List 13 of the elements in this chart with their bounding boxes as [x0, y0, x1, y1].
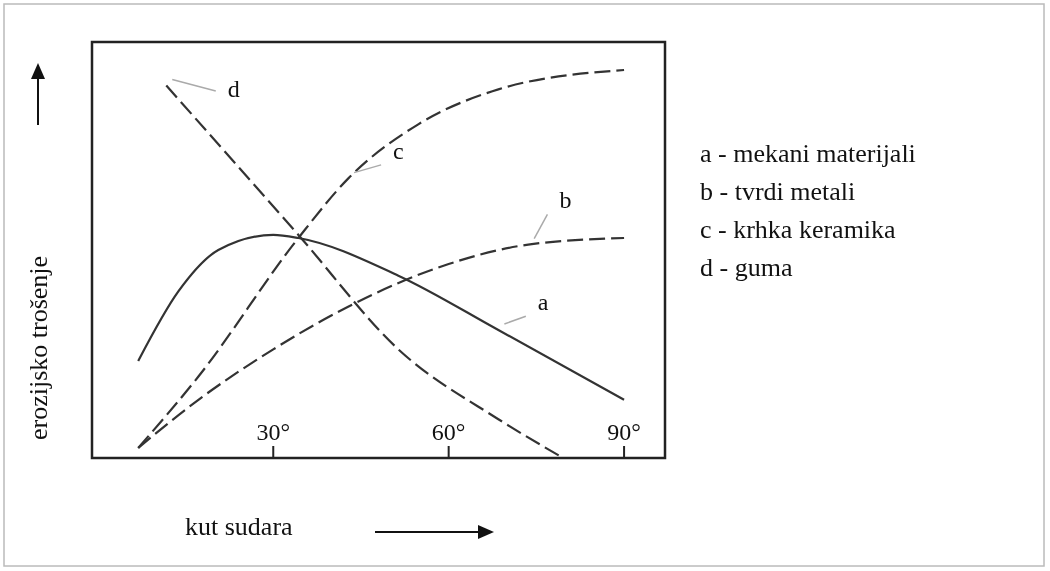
- text: b - tvrdi metali: [700, 177, 856, 206]
- y-axis-title: erozijsko trošenje: [24, 255, 53, 440]
- series-label: d: [227, 76, 240, 103]
- text: d - guma: [700, 253, 793, 282]
- text: c - krhka keramika: [700, 215, 897, 244]
- text: a - mekani materijali: [700, 139, 916, 168]
- x-tick-label: 90°: [607, 419, 641, 445]
- x-tick-label: 30°: [256, 419, 291, 445]
- series-label: a: [537, 289, 549, 316]
- x-tick-label: 60°: [431, 419, 466, 445]
- series-label: b: [559, 187, 572, 214]
- x-axis-title: kut sudara: [185, 512, 294, 541]
- series-label: c: [393, 137, 404, 164]
